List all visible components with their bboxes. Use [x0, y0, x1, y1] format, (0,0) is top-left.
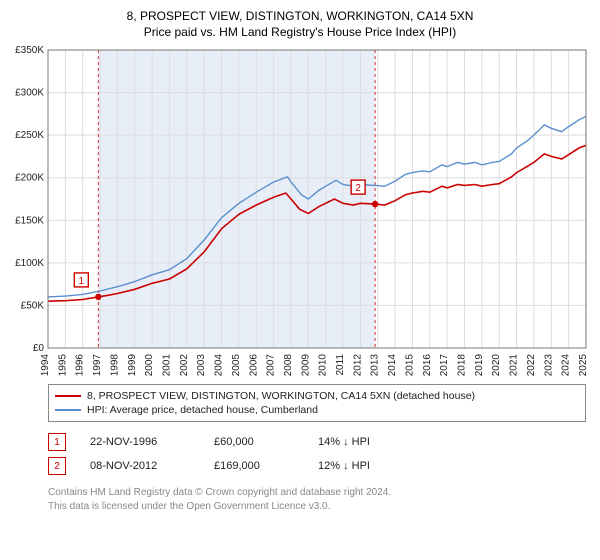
svg-text:2022: 2022 — [526, 354, 537, 376]
svg-text:2018: 2018 — [457, 354, 468, 376]
legend-swatch-hpi — [55, 409, 81, 411]
marker-price-1: £60,000 — [214, 436, 294, 448]
svg-text:£100K: £100K — [15, 258, 44, 269]
marker-delta-1: 14% ↓ HPI — [318, 436, 370, 448]
svg-text:2020: 2020 — [491, 354, 502, 376]
svg-text:1: 1 — [79, 276, 85, 287]
svg-text:2008: 2008 — [283, 354, 294, 376]
svg-text:2007: 2007 — [266, 354, 277, 376]
legend-row-subject: 8, PROSPECT VIEW, DISTINGTON, WORKINGTON… — [55, 389, 579, 403]
marker-box-1: 1 — [48, 433, 66, 451]
legend-swatch-subject — [55, 395, 81, 397]
svg-text:2025: 2025 — [578, 354, 589, 376]
marker-date-2: 08-NOV-2012 — [90, 460, 190, 472]
title-line-1: 8, PROSPECT VIEW, DISTINGTON, WORKINGTON… — [10, 8, 590, 24]
svg-text:2012: 2012 — [352, 354, 363, 376]
svg-text:1999: 1999 — [127, 354, 138, 376]
svg-text:2001: 2001 — [161, 354, 172, 376]
marker-row-2: 2 08-NOV-2012 £169,000 12% ↓ HPI — [48, 454, 586, 478]
svg-text:2013: 2013 — [370, 354, 381, 376]
attribution-line-2: This data is licensed under the Open Gov… — [48, 500, 586, 514]
svg-text:1994: 1994 — [40, 354, 51, 376]
svg-text:2000: 2000 — [144, 354, 155, 376]
svg-text:2021: 2021 — [509, 354, 520, 376]
marker-date-1: 22-NOV-1996 — [90, 436, 190, 448]
svg-text:2019: 2019 — [474, 354, 485, 376]
svg-text:2016: 2016 — [422, 354, 433, 376]
svg-text:2003: 2003 — [196, 354, 207, 376]
svg-text:£200K: £200K — [15, 173, 44, 184]
svg-text:2010: 2010 — [318, 354, 329, 376]
svg-text:2002: 2002 — [179, 354, 190, 376]
svg-text:2006: 2006 — [248, 354, 259, 376]
svg-text:£350K: £350K — [15, 46, 44, 56]
legend-row-hpi: HPI: Average price, detached house, Cumb… — [55, 403, 579, 417]
svg-text:2015: 2015 — [404, 354, 415, 376]
marker-delta-2: 12% ↓ HPI — [318, 460, 370, 472]
svg-text:2023: 2023 — [543, 354, 554, 376]
svg-text:£50K: £50K — [21, 301, 45, 312]
svg-text:2011: 2011 — [335, 354, 346, 376]
attribution-line-1: Contains HM Land Registry data © Crown c… — [48, 486, 586, 500]
svg-text:2004: 2004 — [214, 354, 225, 376]
svg-text:1996: 1996 — [75, 354, 86, 376]
svg-text:1997: 1997 — [92, 354, 103, 376]
svg-text:2017: 2017 — [439, 354, 450, 376]
title-line-2: Price paid vs. HM Land Registry's House … — [10, 24, 590, 40]
svg-text:1998: 1998 — [109, 354, 120, 376]
marker-box-2: 2 — [48, 457, 66, 475]
svg-text:£250K: £250K — [15, 131, 44, 142]
svg-text:2009: 2009 — [300, 354, 311, 376]
svg-text:£150K: £150K — [15, 216, 44, 227]
marker-price-2: £169,000 — [214, 460, 294, 472]
marker-row-1: 1 22-NOV-1996 £60,000 14% ↓ HPI — [48, 430, 586, 454]
svg-text:1995: 1995 — [57, 354, 68, 376]
price-chart: £0 £50K £100K £150K £200K £250K £300K £350K 1994… — [10, 46, 590, 376]
legend-label-subject: 8, PROSPECT VIEW, DISTINGTON, WORKINGTON… — [87, 390, 475, 402]
svg-text:£300K: £300K — [15, 88, 44, 99]
svg-text:£0: £0 — [33, 343, 45, 354]
svg-text:2014: 2014 — [387, 354, 398, 376]
chart-title: 8, PROSPECT VIEW, DISTINGTON, WORKINGTON… — [10, 8, 590, 40]
legend: 8, PROSPECT VIEW, DISTINGTON, WORKINGTON… — [48, 384, 586, 422]
marker-rows: 1 22-NOV-1996 £60,000 14% ↓ HPI 2 08-NOV… — [48, 430, 586, 478]
attribution: Contains HM Land Registry data © Crown c… — [48, 486, 586, 513]
legend-label-hpi: HPI: Average price, detached house, Cumb… — [87, 404, 318, 416]
svg-text:2024: 2024 — [561, 354, 572, 376]
svg-text:2005: 2005 — [231, 354, 242, 376]
svg-text:2: 2 — [355, 183, 361, 194]
